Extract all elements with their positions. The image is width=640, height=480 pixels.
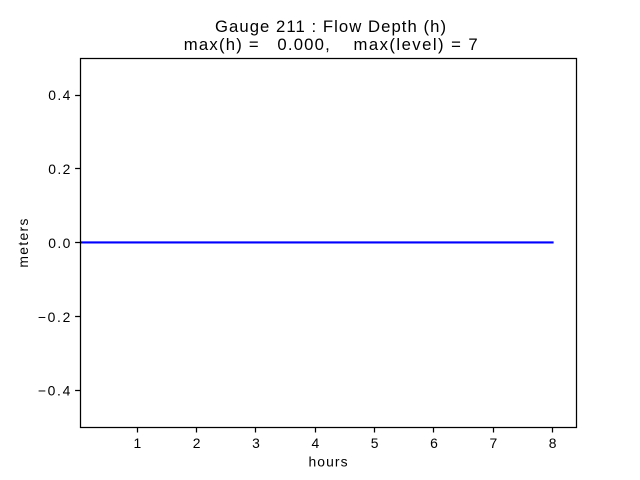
svg-text:max(h) = 0.000,: max(h) = 0.000, [184, 35, 330, 54]
svg-text:−0.2: −0.2 [38, 309, 71, 325]
svg-text:4: 4 [311, 435, 319, 451]
svg-text:2: 2 [193, 435, 201, 451]
svg-text:Gauge 211 : Flow Depth (h): Gauge 211 : Flow Depth (h) [215, 17, 446, 36]
svg-text:max(level) = 7: max(level) = 7 [354, 35, 478, 54]
svg-text:6: 6 [430, 435, 438, 451]
svg-text:3: 3 [252, 435, 260, 451]
svg-text:0.4: 0.4 [48, 87, 70, 103]
svg-text:5: 5 [371, 435, 379, 451]
svg-text:8: 8 [549, 435, 557, 451]
svg-text:7: 7 [489, 435, 497, 451]
svg-text:−0.4: −0.4 [38, 383, 71, 399]
svg-text:0.0: 0.0 [48, 235, 70, 251]
svg-text:meters: meters [15, 219, 31, 268]
svg-text:0.2: 0.2 [48, 161, 70, 177]
svg-text:hours: hours [309, 453, 348, 469]
svg-text:1: 1 [133, 435, 141, 451]
